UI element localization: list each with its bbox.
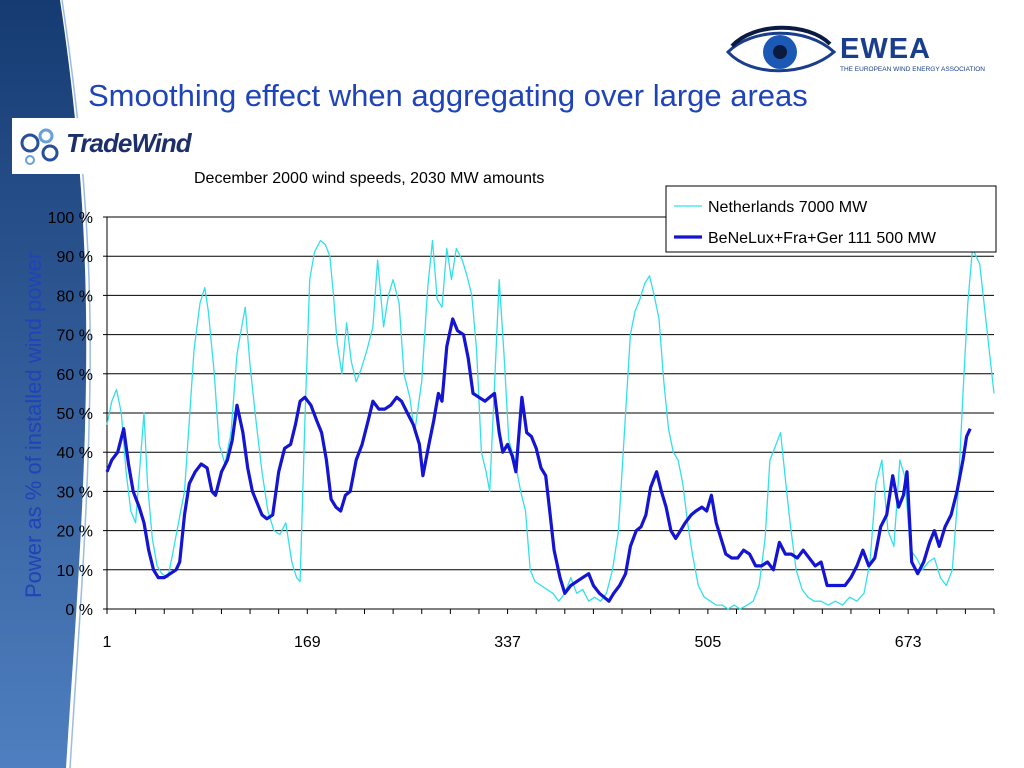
ewea-logo-text: EWEA [840, 33, 931, 65]
y-tick-label: 30 % [57, 484, 93, 501]
x-tick-label: 505 [695, 634, 722, 651]
tradewind-logo-box [12, 118, 202, 174]
series-line-2 [105, 317, 972, 603]
series-line-1 [106, 239, 995, 610]
y-tick-label: 40 % [57, 445, 93, 462]
y-tick-label: 70 % [57, 328, 93, 345]
ewea-subtitle: THE EUROPEAN WIND ENERGY ASSOCIATION [840, 66, 985, 73]
x-tick-label: 673 [895, 634, 922, 651]
chart-title: December 2000 wind speeds, 2030 MW amoun… [194, 170, 545, 187]
y-tick-label: 90 % [57, 249, 93, 266]
x-tick-label: 169 [294, 634, 321, 651]
y-tick-label: 60 % [57, 367, 93, 384]
slide-title: Smoothing effect when aggregating over l… [88, 78, 808, 113]
y-tick-label: 20 % [57, 524, 93, 541]
ewea-eye-icon [725, 25, 837, 73]
tradewind-logo-text: TradeWind [66, 128, 192, 158]
legend-label-1: Netherlands 7000 MW [708, 199, 868, 216]
tradewind-logo-icon [20, 128, 59, 165]
x-tick-label: 337 [494, 634, 521, 651]
x-tick-label: 1 [103, 634, 112, 651]
y-tick-label: 80 % [57, 288, 93, 305]
y-tick-label: 10 % [57, 563, 93, 580]
y-tick-label: 100 % [48, 210, 93, 227]
legend-label-2: BeNeLux+Fra+Ger 111 500 MW [708, 230, 937, 247]
left-blue-band [0, 0, 87, 768]
y-tick-label: 0 % [65, 602, 93, 619]
band-swoosh [61, 0, 91, 768]
legend-box [665, 185, 997, 253]
y-tick-label: 50 % [57, 406, 93, 423]
